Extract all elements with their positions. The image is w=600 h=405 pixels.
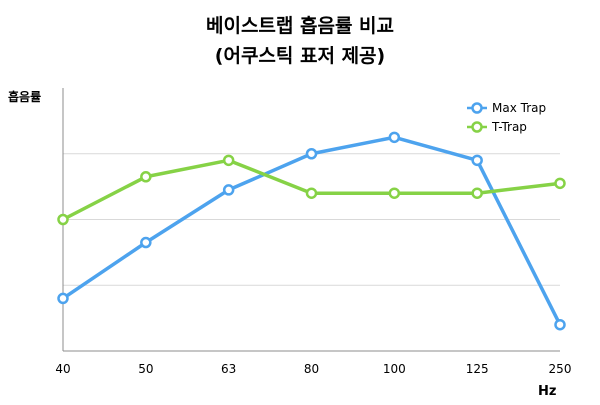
data-point bbox=[554, 177, 566, 190]
data-point bbox=[305, 148, 318, 160]
data-point bbox=[471, 187, 483, 199]
series-line bbox=[62, 135, 562, 326]
x-tick-label: 100 bbox=[383, 362, 406, 376]
data-point bbox=[388, 187, 401, 199]
legend-label: Max Trap bbox=[492, 101, 546, 115]
data-point bbox=[140, 236, 152, 249]
series-lines bbox=[57, 131, 566, 331]
legend-label: T-Trap bbox=[491, 120, 527, 134]
x-axis-label: Hz bbox=[538, 384, 557, 399]
x-tick-label: 80 bbox=[304, 362, 319, 376]
data-point bbox=[57, 213, 69, 226]
data-point bbox=[222, 184, 235, 196]
data-point bbox=[222, 154, 235, 167]
x-tick-label: 40 bbox=[55, 362, 70, 376]
legend-marker bbox=[471, 121, 483, 133]
x-tick-label: 50 bbox=[138, 362, 153, 376]
legend: Max Trap T-Trap bbox=[467, 101, 546, 134]
data-point bbox=[554, 318, 566, 331]
chart-title: 베이스트랩 흡음률 비교 bbox=[205, 15, 395, 37]
y-axis-label: 흡음률 bbox=[8, 90, 42, 104]
data-point bbox=[471, 154, 483, 167]
data-point bbox=[57, 292, 69, 305]
x-tick-labels: 40 50 63 80 100 125 250 bbox=[55, 362, 571, 376]
x-tick-label: 125 bbox=[466, 362, 489, 376]
legend-marker bbox=[471, 102, 483, 114]
data-point bbox=[388, 131, 401, 144]
x-tick-label: 63 bbox=[221, 362, 236, 376]
data-point bbox=[140, 171, 152, 183]
chart-subtitle: (어쿠스틱 표저 제공) bbox=[214, 45, 386, 67]
data-point bbox=[305, 187, 318, 199]
x-tick-label: 250 bbox=[549, 362, 572, 376]
